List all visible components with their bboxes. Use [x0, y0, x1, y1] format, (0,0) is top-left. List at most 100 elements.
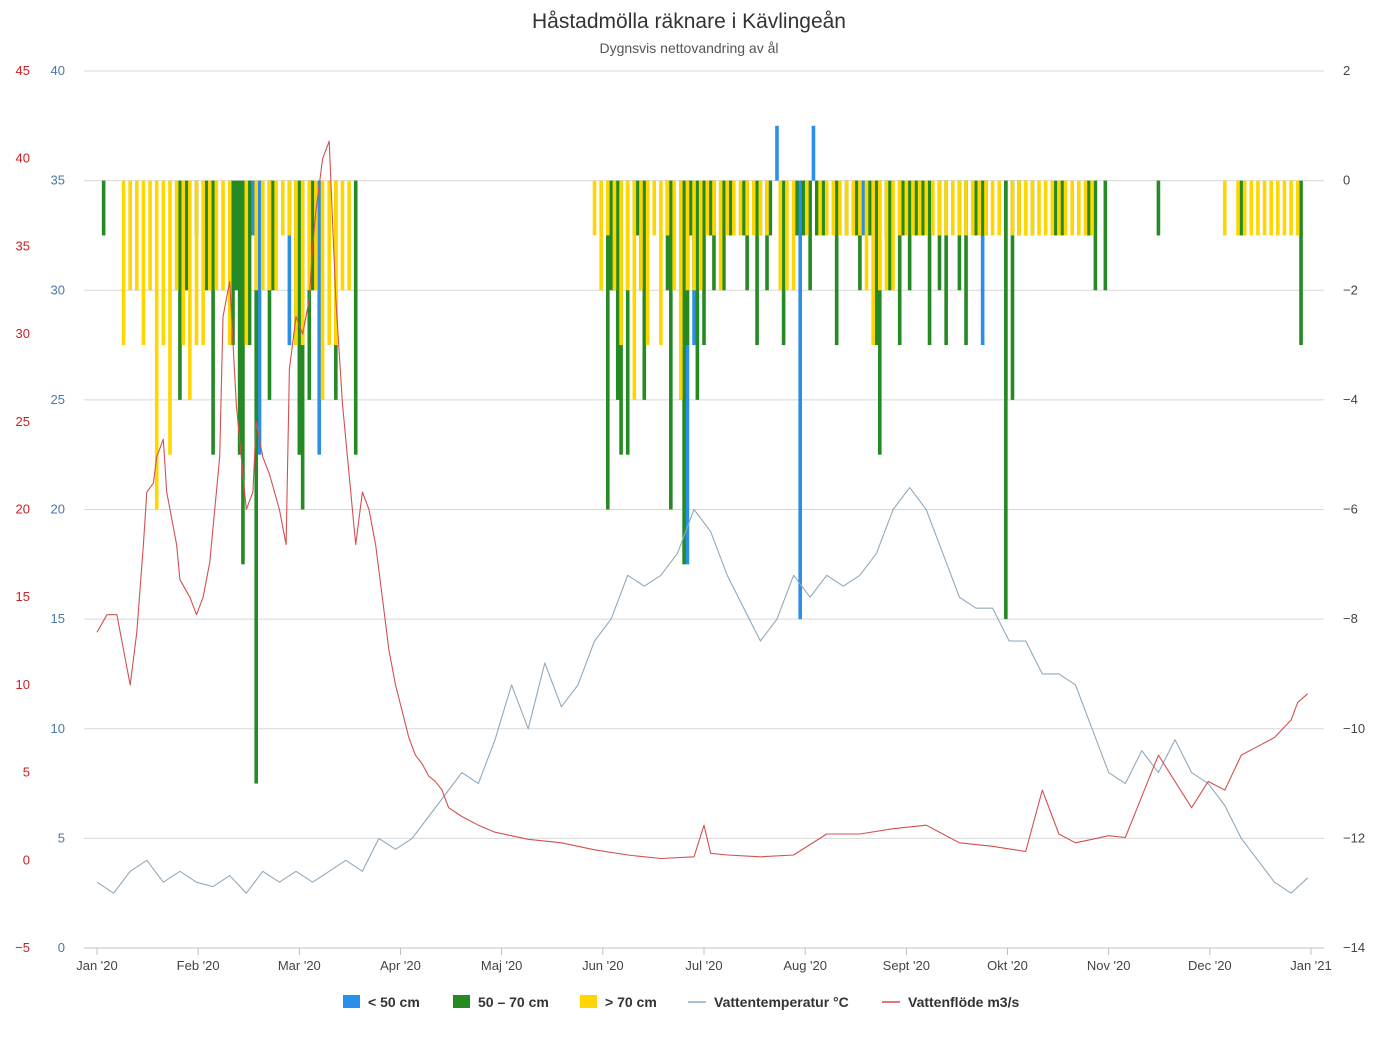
bar[interactable]	[161, 180, 166, 346]
bar[interactable]	[818, 180, 822, 236]
bar[interactable]	[702, 180, 706, 346]
bar[interactable]	[181, 180, 186, 346]
bar[interactable]	[795, 180, 799, 236]
bar[interactable]	[834, 180, 839, 346]
bar[interactable]	[632, 180, 637, 400]
bar[interactable]	[314, 180, 318, 291]
bar[interactable]	[615, 180, 620, 400]
bar[interactable]	[722, 180, 726, 291]
bar[interactable]	[887, 180, 892, 291]
bar[interactable]	[1289, 180, 1293, 236]
bar[interactable]	[625, 180, 630, 455]
bar[interactable]	[937, 180, 942, 236]
bar[interactable]	[135, 180, 139, 291]
bar[interactable]	[811, 125, 816, 181]
bar[interactable]	[738, 180, 743, 236]
bar[interactable]	[1037, 180, 1041, 236]
bar[interactable]	[227, 180, 232, 346]
bar[interactable]	[877, 180, 882, 455]
bar[interactable]	[758, 180, 763, 236]
bar[interactable]	[1083, 180, 1088, 236]
bar[interactable]	[1086, 180, 1091, 236]
bar[interactable]	[897, 180, 902, 236]
bar[interactable]	[904, 180, 909, 236]
bar[interactable]	[1053, 180, 1058, 236]
bar[interactable]	[669, 180, 673, 510]
bar[interactable]	[353, 180, 358, 455]
legend-item[interactable]: Vattentemperatur °C	[688, 994, 849, 1010]
bar[interactable]	[838, 180, 842, 236]
legend-item[interactable]: Vattenflöde m3/s	[882, 994, 1019, 1010]
bar[interactable]	[1282, 180, 1287, 236]
bar[interactable]	[768, 180, 773, 236]
bar[interactable]	[101, 180, 106, 236]
bar[interactable]	[751, 180, 756, 236]
bar[interactable]	[1242, 180, 1247, 236]
bar[interactable]	[1256, 180, 1260, 236]
bar[interactable]	[924, 180, 929, 236]
bar[interactable]	[821, 180, 826, 236]
bar[interactable]	[805, 180, 809, 236]
legend-item[interactable]: 50 – 70 cm	[453, 994, 549, 1010]
bar[interactable]	[612, 180, 617, 291]
bar[interactable]	[221, 180, 225, 291]
bar[interactable]	[1043, 180, 1048, 236]
bar[interactable]	[725, 180, 730, 236]
bar[interactable]	[931, 180, 935, 236]
bar[interactable]	[606, 180, 610, 236]
bar[interactable]	[1276, 180, 1280, 236]
bar[interactable]	[645, 180, 650, 346]
bar[interactable]	[765, 180, 769, 236]
bar[interactable]	[957, 180, 962, 236]
bar[interactable]	[1090, 180, 1094, 236]
bar[interactable]	[980, 180, 985, 346]
bar[interactable]	[911, 180, 915, 236]
bar[interactable]	[154, 180, 159, 510]
bar[interactable]	[174, 180, 179, 291]
bar[interactable]	[705, 180, 710, 236]
bar[interactable]	[685, 180, 690, 565]
bar[interactable]	[148, 180, 152, 291]
bar[interactable]	[234, 180, 239, 291]
bar[interactable]	[1060, 180, 1065, 236]
bar[interactable]	[997, 180, 1002, 236]
bar[interactable]	[609, 180, 613, 291]
legend-item[interactable]: < 50 cm	[343, 994, 420, 1010]
bar[interactable]	[718, 180, 723, 291]
bar[interactable]	[270, 180, 275, 291]
bar[interactable]	[231, 180, 235, 346]
bar[interactable]	[274, 180, 278, 291]
bar[interactable]	[1156, 180, 1161, 236]
bar[interactable]	[599, 180, 603, 291]
bar[interactable]	[1017, 180, 1021, 236]
bar[interactable]	[635, 180, 640, 236]
bar[interactable]	[728, 180, 733, 236]
bar[interactable]	[659, 180, 663, 346]
bar[interactable]	[1010, 180, 1015, 400]
bar[interactable]	[801, 180, 806, 236]
bar[interactable]	[742, 180, 746, 236]
bar[interactable]	[1063, 180, 1068, 236]
bar[interactable]	[944, 180, 948, 236]
bar[interactable]	[1249, 180, 1254, 236]
bar[interactable]	[897, 180, 902, 346]
bar[interactable]	[204, 180, 209, 291]
bar[interactable]	[685, 180, 690, 291]
bar[interactable]	[874, 180, 879, 346]
bar[interactable]	[257, 180, 262, 455]
series-line[interactable]	[96, 487, 1309, 894]
bar[interactable]	[307, 180, 312, 291]
bar[interactable]	[1050, 180, 1055, 236]
bar[interactable]	[977, 180, 982, 236]
bar[interactable]	[884, 180, 889, 291]
bar[interactable]	[964, 180, 968, 236]
bar[interactable]	[300, 180, 305, 346]
bar[interactable]	[214, 180, 219, 291]
bar[interactable]	[831, 180, 836, 236]
bar[interactable]	[688, 180, 693, 236]
bar[interactable]	[652, 180, 657, 236]
bar[interactable]	[678, 180, 683, 400]
bar[interactable]	[254, 180, 259, 291]
bar[interactable]	[254, 180, 259, 784]
bar[interactable]	[121, 180, 126, 346]
